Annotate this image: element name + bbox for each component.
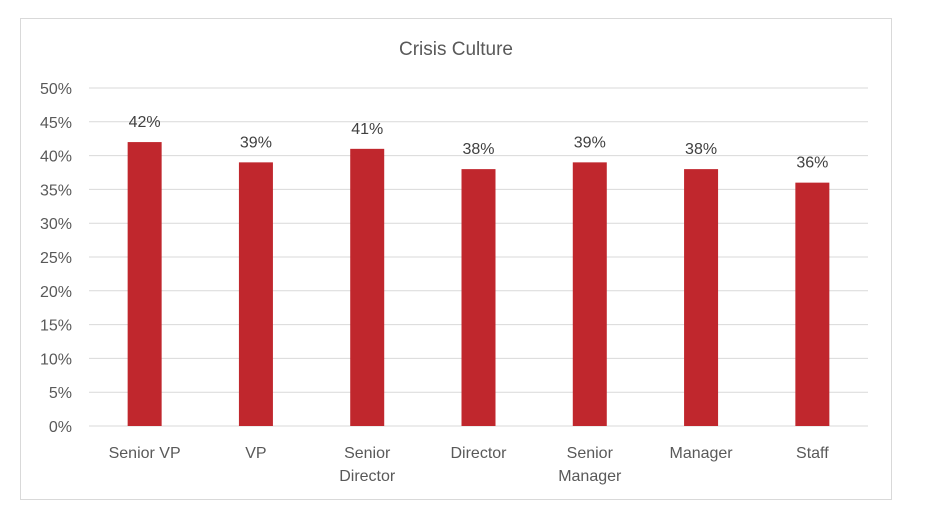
x-tick-label: Senior Manager: [558, 445, 622, 485]
y-tick-label: 30%: [40, 216, 72, 233]
y-tick-label: 50%: [40, 81, 72, 98]
y-tick-label: 5%: [49, 385, 72, 402]
bar: [795, 182, 830, 426]
data-label: 41%: [351, 121, 383, 138]
chart-frame: [20, 18, 892, 500]
x-tick-label: Staff: [796, 445, 829, 462]
x-tick-label: Manager: [669, 445, 733, 462]
data-label: 42%: [129, 114, 161, 131]
y-axis: 0% 5% 10% 15% 20% 25% 30% 35% 40% 45% 50%: [40, 81, 72, 436]
bar: [127, 142, 162, 426]
bar: [238, 162, 273, 427]
y-tick-label: 40%: [40, 149, 72, 166]
data-label: 39%: [240, 134, 272, 151]
bar: [350, 148, 385, 426]
x-axis: Senior VP VP Senior Director Director Senior M…: [109, 445, 830, 485]
y-tick-label: 0%: [49, 419, 72, 436]
data-label: 38%: [462, 141, 494, 158]
y-tick-label: 25%: [40, 250, 72, 267]
chart-title: Crisis Culture: [399, 39, 513, 60]
x-tick-label: VP: [245, 445, 266, 462]
y-tick-label: 10%: [40, 351, 72, 368]
data-label: 38%: [685, 141, 717, 158]
bars: 42% 39% 41% 38% 39% 38% 36%: [127, 114, 830, 427]
data-label: 39%: [574, 134, 606, 151]
y-tick-label: 45%: [40, 115, 72, 132]
y-tick-label: 35%: [40, 182, 72, 199]
data-label: 36%: [796, 155, 828, 172]
bar: [684, 169, 719, 426]
x-tick-label: Director: [450, 445, 507, 462]
bar: [461, 169, 496, 426]
gridlines: [89, 87, 868, 427]
y-tick-label: 15%: [40, 318, 72, 335]
x-tick-label: Senior Director: [339, 445, 396, 485]
y-tick-label: 20%: [40, 284, 72, 301]
x-tick-label: Senior VP: [109, 445, 181, 462]
bar: [572, 162, 607, 427]
